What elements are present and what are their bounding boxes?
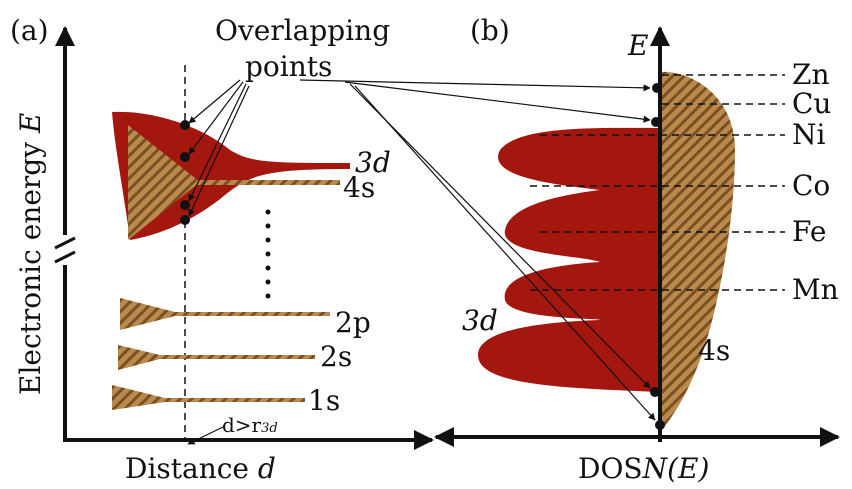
band-2s xyxy=(118,345,315,370)
y-axis-label: Electronic energy xyxy=(14,142,47,395)
distance-note: d>r xyxy=(222,413,262,437)
panel-label: (a) xyxy=(10,14,49,47)
panel-label: (b) xyxy=(470,14,510,47)
dos-4s xyxy=(660,72,735,432)
axis-break xyxy=(55,238,75,262)
figure: (a) Overlapping points Electronic energy… xyxy=(0,0,852,489)
x-axis-symbol: N(E) xyxy=(642,452,710,485)
distance-note: d>r3d xyxy=(222,413,278,437)
x-axis-label: Distance d xyxy=(125,452,276,485)
level-label: 2s xyxy=(320,340,352,373)
x-axis-label: Distance xyxy=(125,452,249,485)
band-label: 3d xyxy=(462,304,498,337)
annotation: Overlapping xyxy=(215,14,390,47)
band-1s xyxy=(112,385,305,410)
distance-note-sub: 3d xyxy=(261,421,278,436)
level-label: 4s xyxy=(343,171,375,204)
ellipsis-dots xyxy=(266,210,271,299)
y-axis-symbol: E xyxy=(627,29,648,62)
element-label: Mn xyxy=(792,273,839,306)
band-4s xyxy=(195,180,340,185)
band-label: 4s xyxy=(698,334,730,367)
level-label: 2p xyxy=(335,306,371,339)
x-axis-label: DOSN(E) xyxy=(578,452,709,485)
element-label: Cu xyxy=(792,87,831,120)
band-2p xyxy=(120,298,330,330)
level-label: 1s xyxy=(308,384,340,417)
panel-b: (b) E Zn Cu Ni Co Fe Mn 3d 4s DOSN(E) xyxy=(300,14,839,485)
x-axis-label: DOS xyxy=(578,452,643,485)
element-label: Ni xyxy=(792,118,826,151)
dos-3d xyxy=(478,128,660,392)
y-axis-label: Electronic energy E xyxy=(14,113,47,395)
y-axis-symbol: E xyxy=(14,113,47,134)
annotation: points xyxy=(245,50,332,83)
x-axis-symbol: d xyxy=(258,452,276,485)
element-label: Fe xyxy=(792,215,826,248)
element-label: Co xyxy=(792,169,830,202)
